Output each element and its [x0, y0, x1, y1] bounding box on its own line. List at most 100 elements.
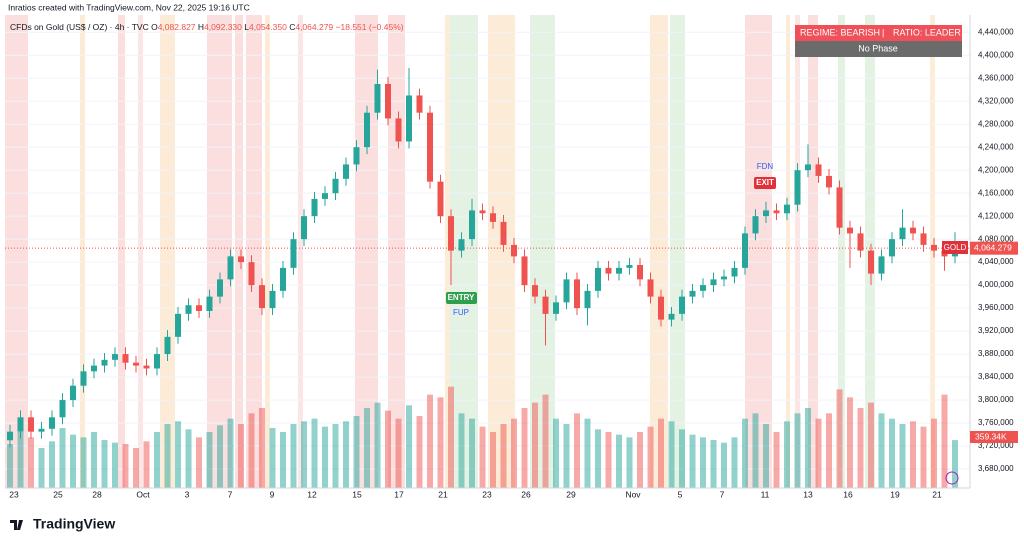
- volume-bar: [80, 437, 87, 488]
- candle-body: [658, 296, 664, 320]
- credit: Inratios created with TradingView.com, N…: [8, 2, 250, 12]
- candle-body: [28, 417, 34, 432]
- y-tick-label: 4,440,000: [978, 27, 1014, 36]
- candle-body: [794, 170, 801, 205]
- candle-body: [721, 276, 727, 280]
- volume-bar: [448, 386, 454, 488]
- volume-bar: [878, 413, 885, 488]
- x-tick-label: 17: [394, 489, 404, 499]
- axes: 3,680,000 3,720,000 3,760,000 3,800,000 3,84…: [9, 27, 1018, 499]
- candle-body: [259, 285, 265, 309]
- x-tick-label: 9: [270, 489, 275, 499]
- volume-bar: [227, 418, 234, 488]
- candle-body: [70, 385, 76, 401]
- x-tick-label: 23: [9, 489, 19, 499]
- candle-body: [878, 256, 885, 274]
- candle-body: [910, 227, 916, 234]
- phase: No Phase: [858, 43, 898, 53]
- x-tick-label: 19: [890, 489, 900, 499]
- logo-icon: [10, 520, 23, 530]
- volume-bar: [185, 429, 192, 488]
- candle-body: [752, 216, 759, 234]
- symbol-badge: [942, 241, 968, 254]
- candle-body: [595, 267, 601, 291]
- volume-bar: [91, 432, 97, 488]
- volume-bar: [217, 425, 223, 488]
- y-tick-label: 4,280,000: [978, 119, 1014, 128]
- l: L: [244, 22, 249, 32]
- volume-bar: [616, 434, 622, 488]
- x-tick-label: 29: [566, 489, 576, 499]
- volume-badge: [970, 431, 1018, 443]
- candle-body: [490, 213, 496, 222]
- c-value: 4,064.279: [295, 22, 333, 32]
- separator: |: [882, 27, 884, 37]
- volume-bar: [28, 437, 34, 488]
- candle-body: [500, 221, 507, 245]
- candle-body: [616, 267, 622, 274]
- volume-bar: [427, 394, 433, 488]
- volume-bar: [605, 432, 612, 488]
- candle-body: [311, 198, 318, 217]
- fup-label: FUP: [453, 308, 469, 317]
- x-tick-label: 28: [92, 489, 102, 499]
- candle-body: [479, 210, 486, 214]
- candle-body: [91, 365, 97, 372]
- volume-bar: [868, 402, 874, 488]
- candle-body: [542, 296, 549, 314]
- volume-pane: [7, 386, 958, 488]
- x-tick-label: 12: [307, 489, 317, 499]
- candle-body: [38, 428, 45, 432]
- candle-body: [332, 178, 339, 194]
- volume-bar: [154, 432, 160, 488]
- candle-body: [679, 296, 685, 314]
- candle-body: [406, 95, 412, 142]
- candle-body: [731, 267, 738, 277]
- regime: REGIME: BEARISH: [800, 27, 880, 37]
- candle-body: [196, 305, 202, 311]
- volume-bar: [521, 408, 528, 488]
- x-tick-label: 3: [185, 489, 190, 499]
- candle-body: [857, 233, 864, 251]
- candle-body: [532, 285, 538, 297]
- candle-body: [80, 371, 87, 386]
- x-tick-label: 13: [803, 489, 813, 499]
- candle-body: [626, 265, 633, 268]
- y-tick-label: 4,320,000: [978, 96, 1014, 105]
- x-tick-label: 21: [438, 489, 448, 499]
- volume-bar: [857, 408, 864, 488]
- fdn-label: FDN: [757, 162, 774, 171]
- y-tick-label: 4,080,000: [978, 234, 1014, 243]
- candle-body: [689, 290, 696, 297]
- volume-bar: [647, 426, 654, 488]
- candle-body: [17, 417, 24, 432]
- volume-bar: [490, 432, 496, 488]
- symbol-name: CFDs on Gold (US$ / OZ) · 4h · TVC: [10, 22, 149, 32]
- candle-body: [605, 267, 612, 274]
- volume-bar: [458, 413, 465, 488]
- volume-bar: [700, 437, 706, 488]
- volume-bar: [269, 428, 276, 488]
- ratio: RATIO: LEADER: [893, 27, 961, 37]
- volume-bar: [469, 418, 475, 488]
- y-tick-label: 3,760,000: [978, 418, 1014, 427]
- candle-body: [101, 359, 108, 366]
- volume-bar: [931, 418, 937, 488]
- candle-body: [59, 400, 66, 418]
- volume-bar: [910, 421, 916, 488]
- candles: [7, 67, 958, 448]
- candle-body: [784, 204, 790, 214]
- volume-bar: [689, 434, 696, 488]
- candle-body: [164, 336, 171, 355]
- x-tick-label: 5: [678, 489, 683, 499]
- candle-body: [815, 164, 822, 176]
- x-tick-label: 7: [228, 489, 233, 499]
- candle-body: [143, 365, 150, 369]
- x-tick-label: Oct: [136, 489, 150, 499]
- y-tick-label: 3,680,000: [978, 464, 1014, 473]
- alert-icon[interactable]: [945, 471, 959, 485]
- volume-bar: [353, 416, 360, 488]
- volume-bar: [101, 440, 108, 488]
- x-tick-label: Nov: [625, 489, 641, 499]
